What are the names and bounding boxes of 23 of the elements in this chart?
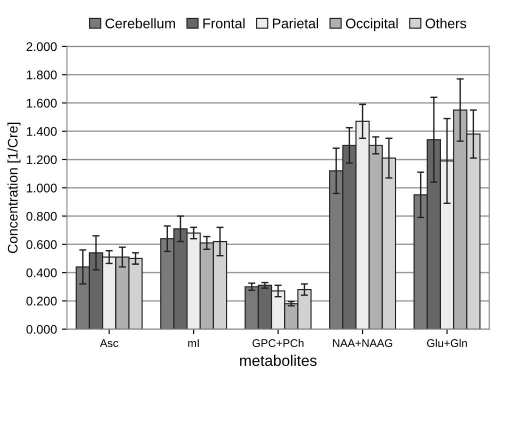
legend-label: Others — [426, 18, 466, 28]
legend-label: Frontal — [203, 18, 245, 28]
y-tick-label: 0.000 — [26, 324, 57, 334]
y-tick-label: 0.600 — [26, 240, 57, 249]
y-tick-label: 1.600 — [26, 98, 57, 108]
y-tick-label: 1.800 — [26, 70, 57, 80]
y-tick-label: 0.400 — [26, 268, 57, 278]
legend-label: Occipital — [346, 18, 398, 32]
y-tick-label: 1.200 — [26, 155, 57, 164]
legend-label: Parietal — [272, 18, 318, 28]
y-axis-title: Concentration [1/Cre] — [7, 122, 20, 254]
y-tick-label: 2.000 — [26, 42, 57, 52]
x-axis-title: metabolites — [240, 354, 317, 366]
y-tick-label: 1.400 — [26, 127, 57, 136]
x-tick-label: GPC+PCh — [252, 338, 304, 348]
x-tick-label: mI — [188, 339, 199, 347]
legend-label: Cerebellum — [106, 18, 175, 28]
y-tick-label: 0.800 — [26, 212, 57, 221]
x-tick-label: NAA+NAAG — [333, 339, 392, 348]
y-tick-label: 0.200 — [26, 296, 57, 306]
x-tick-label: Asc — [100, 339, 118, 348]
y-tick-label: 1.000 — [26, 184, 57, 192]
x-tick-label: Glu+Gln — [427, 338, 467, 348]
